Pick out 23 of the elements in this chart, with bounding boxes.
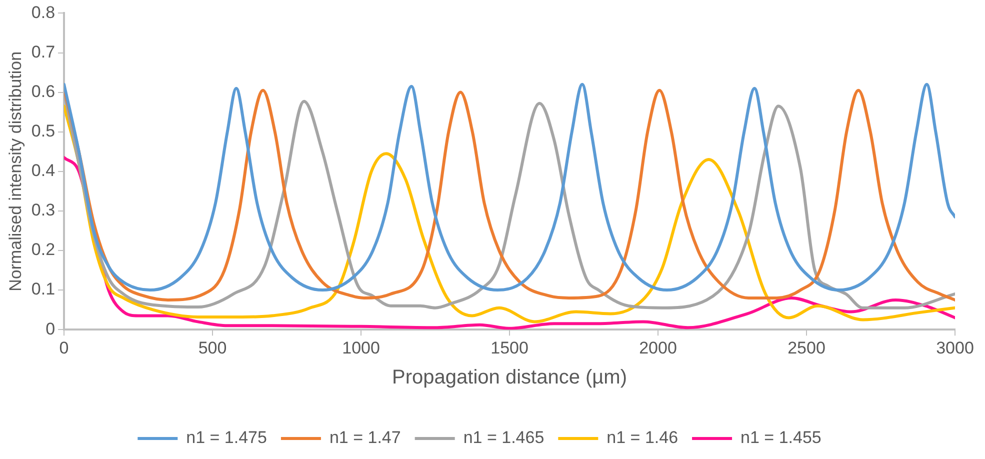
x-tick-label: 500 (198, 338, 227, 358)
x-axis-title: Propagation distance (µm) (392, 366, 628, 389)
x-tick-label: 0 (59, 338, 69, 358)
legend-label: n1 = 1.465 (463, 428, 544, 448)
y-tick-label: 0.3 (31, 200, 56, 220)
legend-label: n1 = 1.475 (186, 428, 267, 448)
legend-label: n1 = 1.47 (329, 428, 401, 448)
y-tick-label: 0.7 (31, 42, 56, 62)
y-tick-label: 0.5 (31, 122, 56, 141)
x-tick-label: 1000 (342, 338, 380, 358)
y-tick-label: 0.8 (31, 2, 56, 22)
x-tick-label: 2000 (639, 338, 677, 358)
legend-label: n1 = 1.46 (606, 428, 678, 448)
y-tick-label: 0.2 (31, 240, 56, 260)
y-tick-label: 0.1 (31, 280, 56, 299)
y-tick-label: 0.6 (31, 82, 56, 101)
x-tick-label: 2500 (788, 338, 826, 358)
x-tick-label: 3000 (936, 338, 974, 358)
legend-label: n1 = 1.455 (740, 428, 822, 448)
y-tick-label: 0.4 (31, 161, 56, 180)
x-tick-label: 1500 (490, 338, 528, 358)
y-tick-label: 0 (46, 319, 56, 338)
y-axis-title: Normalised intensity distribution (6, 51, 25, 292)
